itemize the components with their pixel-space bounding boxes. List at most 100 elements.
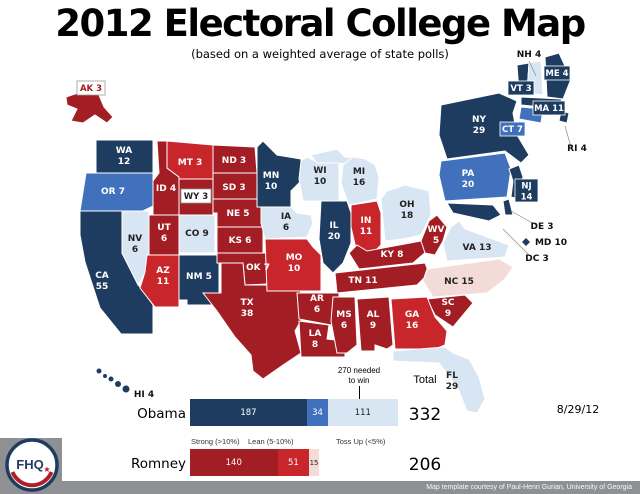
label-leader-line [564,125,572,148]
threshold-label-line2: to win [348,375,370,385]
romney-segment-strong: 140 [190,449,278,476]
state-IL[interactable] [318,200,352,274]
obama-segment-strong: 187 [190,399,307,426]
state-label-TX: TX 38 [240,298,253,319]
state-VA[interactable] [442,220,510,262]
obama-total: 332 [408,405,442,425]
state-label-OR: OR 7 [101,187,125,197]
obama-bar: 187 34 111 [190,399,398,426]
state-NC[interactable] [422,258,514,298]
state-label-OK: OK 7 [246,263,270,273]
state-PA[interactable] [438,152,512,202]
footer-strip [0,481,640,494]
state-label-CT: CT 7 [502,125,523,135]
state-label-MT: MT 3 [178,158,203,168]
state-HI[interactable] [96,368,102,374]
fhq-logo-arc [10,471,54,488]
state-MD[interactable] [446,202,502,222]
state-label-RI: RI 4 [567,144,587,154]
state-label-GA: GA 16 [405,310,419,331]
state-label-VT: VT 3 [510,84,531,94]
state-AL[interactable] [356,296,394,352]
state-label-NJ: NJ 14 [521,182,533,203]
state-DE[interactable] [502,198,514,216]
legend-lean-label: Lean (5-10%) [248,437,294,446]
state-label-AK: AK 3 [80,84,102,94]
fhq-logo-text: FHQ [16,457,43,472]
state-label-FL: FL 29 [446,371,459,392]
state-HI[interactable] [115,381,121,387]
fhq-logo[interactable]: FHQ ★ [3,437,61,494]
state-label-AR: AR 6 [310,294,324,315]
state-label-WI: WI 10 [313,166,326,187]
state-label-KS: KS 6 [229,236,252,246]
state-label-LA: LA 8 [309,329,322,350]
state-IA[interactable] [260,206,314,240]
state-MI[interactable] [340,156,380,206]
state-label-ND: ND 3 [222,156,246,166]
state-HI[interactable] [103,374,107,378]
obama-series-label: Obama [137,406,186,422]
state-OR[interactable] [79,172,154,212]
obama-segment-toss-up: 111 [328,399,398,426]
state-label-box-CT [499,121,526,137]
state-label-ID: ID 4 [156,184,176,194]
state-label-MS: MS 6 [336,310,351,331]
state-label-PA: PA 20 [462,169,475,190]
state-label-MO: MO 10 [286,253,303,274]
state-HI[interactable] [108,376,114,382]
state-CO[interactable] [178,214,216,254]
threshold-label-line1: 270 needed [337,366,381,375]
state-label-IA: IA 6 [281,212,291,233]
romney-series-label: Romney [130,456,186,472]
state-label-NC: NC 15 [444,277,474,287]
state-NY[interactable] [438,92,530,164]
state-label-box-WY [180,188,212,204]
state-label-SD: SD 3 [222,183,245,193]
label-leader-line [510,210,537,226]
state-label-MI: MI 16 [353,167,366,188]
state-label-DC: DC 3 [525,254,548,264]
threshold-marker-line [358,386,360,399]
state-label-box-NJ [514,178,539,203]
state-WV[interactable] [420,214,448,256]
state-AK[interactable] [65,90,114,124]
state-WI[interactable] [298,156,340,202]
state-label-VA: VA 13 [463,243,492,253]
state-FL[interactable] [392,346,486,414]
state-label-AL: AL 9 [367,310,380,331]
state-MO[interactable] [264,238,322,292]
fhq-logo-ring [5,438,59,492]
state-OH[interactable] [380,184,432,242]
state-GA[interactable] [390,296,448,350]
state-marker-MD [522,238,530,246]
state-label-NH: NH 4 [517,50,541,60]
threshold-label: 270 needed to win [317,366,401,385]
state-MS[interactable] [330,296,358,354]
state-label-CO: CO 9 [185,229,209,239]
obama-segment-lean: 34 [306,399,329,426]
state-label-NM: NM 5 [186,272,212,282]
state-TN[interactable] [334,262,430,294]
legend-tossup-label: Toss Up (<5%) [336,437,386,446]
state-label-KY: KY 8 [381,250,404,260]
state-label-WY: WY 3 [184,192,208,202]
state-label-CA: CA 55 [95,271,109,292]
state-label-HI: HI 4 [134,390,154,400]
state-label-DE: DE 3 [530,222,553,232]
state-label-OH: OH 18 [399,200,414,221]
state-label-SC: SC 9 [441,298,454,319]
state-label-box-AK [76,80,106,96]
page-subtitle: (based on a weighted average of state po… [191,47,449,61]
state-label-UT: UT 6 [157,223,171,244]
state-label-AZ: AZ 11 [156,266,170,287]
state-label-WA: WA 12 [116,146,133,167]
state-label-NY: NY 29 [472,115,487,136]
state-HI[interactable] [122,385,130,393]
state-label-MA: MA 11 [534,104,564,114]
state-label-IN: IN 11 [360,216,373,237]
romney-bar: 140 51 15 [190,449,319,476]
state-label-TN: TN 11 [348,276,377,286]
